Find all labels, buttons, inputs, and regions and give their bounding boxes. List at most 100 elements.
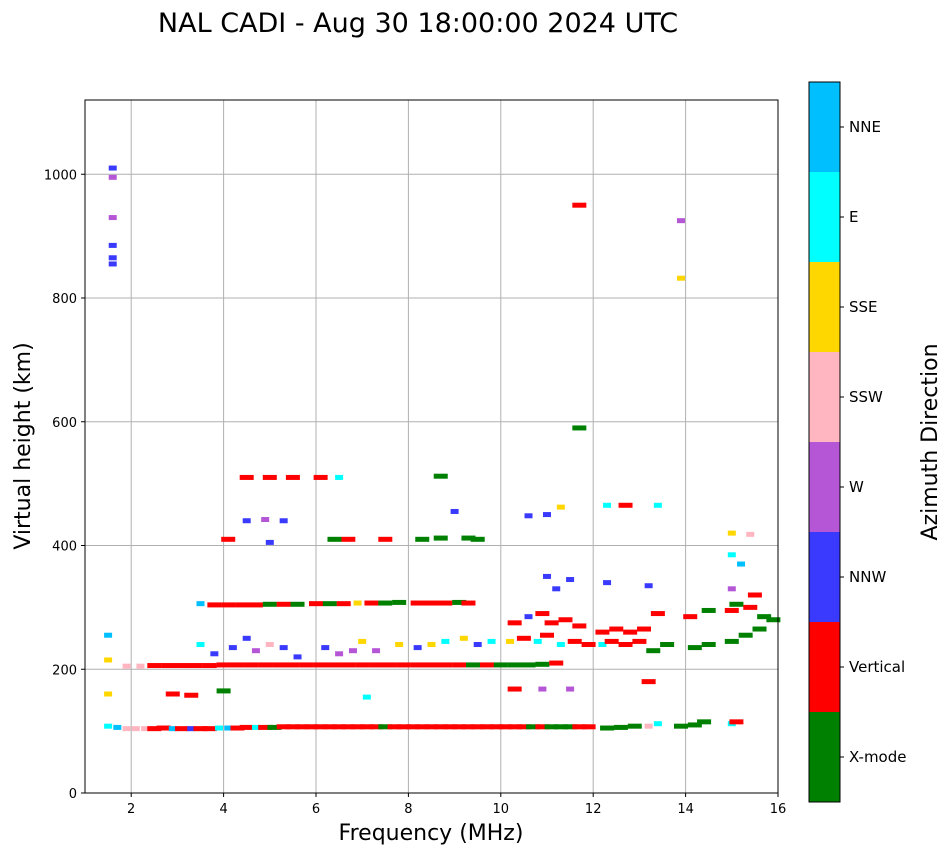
echo-point bbox=[540, 632, 554, 638]
echo-point bbox=[727, 552, 736, 558]
echo-point bbox=[395, 642, 404, 647]
colorbar-segment bbox=[809, 172, 840, 262]
echo-point bbox=[553, 724, 568, 730]
colorbar-label: W bbox=[849, 478, 864, 496]
echo-point bbox=[558, 617, 573, 623]
colorbar-segment bbox=[809, 622, 840, 712]
echo-point bbox=[737, 561, 746, 567]
echo-point bbox=[535, 611, 550, 617]
echo-point bbox=[387, 724, 402, 730]
echo-point bbox=[196, 601, 205, 607]
echo-point bbox=[228, 645, 237, 651]
colorbar-segment bbox=[809, 82, 840, 172]
echo-point bbox=[701, 607, 716, 613]
echo-point bbox=[242, 635, 251, 641]
echo-point bbox=[335, 474, 344, 480]
echo-point bbox=[609, 626, 624, 632]
echo-point bbox=[747, 592, 762, 598]
echo-point bbox=[193, 726, 208, 732]
colorbar-label: Vertical bbox=[849, 658, 905, 676]
echo-point bbox=[646, 648, 661, 654]
echo-point bbox=[752, 626, 767, 632]
echo-point bbox=[470, 724, 485, 730]
echo-point bbox=[452, 662, 467, 668]
echo-point bbox=[258, 724, 273, 730]
echo-point bbox=[567, 638, 582, 644]
echo-point bbox=[108, 165, 117, 171]
echo-point bbox=[261, 517, 270, 523]
echo-point bbox=[466, 662, 481, 668]
echo-point bbox=[251, 724, 260, 730]
echo-point bbox=[676, 275, 685, 281]
echo-point bbox=[113, 724, 122, 730]
echo-point bbox=[147, 663, 162, 669]
echo-point bbox=[701, 642, 716, 647]
echo-point bbox=[653, 502, 662, 508]
echo-point bbox=[727, 530, 736, 536]
echo-point bbox=[244, 662, 259, 668]
colorbar-segment bbox=[809, 442, 840, 532]
echo-point bbox=[221, 602, 236, 608]
echo-point bbox=[378, 724, 393, 730]
echo-point bbox=[309, 601, 323, 607]
echo-point bbox=[627, 723, 642, 729]
echo-point bbox=[479, 662, 494, 668]
y-tick-label: 0 bbox=[69, 787, 77, 802]
echo-point bbox=[279, 518, 288, 524]
echo-point bbox=[729, 601, 744, 607]
echo-point bbox=[535, 724, 550, 730]
echo-point bbox=[285, 474, 300, 480]
echo-point bbox=[108, 255, 117, 261]
echo-point bbox=[406, 724, 421, 730]
echo-point bbox=[293, 654, 302, 660]
echo-point bbox=[724, 607, 739, 613]
echo-point bbox=[327, 536, 342, 542]
echo-point bbox=[341, 724, 356, 730]
echo-point bbox=[498, 724, 513, 730]
echo-point bbox=[396, 662, 411, 668]
echo-point bbox=[202, 726, 217, 732]
echo-point bbox=[507, 724, 522, 730]
echo-point bbox=[743, 604, 758, 610]
echo-point bbox=[535, 661, 550, 667]
echo-point bbox=[108, 261, 117, 267]
chart-title: NAL CADI - Aug 30 18:00:00 2024 UTC bbox=[158, 8, 678, 39]
echo-point bbox=[313, 474, 328, 480]
echo-point bbox=[382, 662, 397, 668]
echo-point bbox=[603, 502, 612, 508]
echo-point bbox=[165, 691, 180, 697]
echo-point bbox=[304, 724, 319, 730]
echo-point bbox=[161, 663, 176, 669]
echo-point bbox=[322, 724, 337, 730]
echo-point bbox=[450, 508, 459, 514]
echo-point bbox=[687, 645, 702, 651]
echo-point bbox=[348, 648, 357, 654]
echo-point bbox=[727, 586, 736, 592]
echo-point bbox=[581, 724, 596, 730]
echo-point bbox=[489, 724, 504, 730]
echo-point bbox=[461, 724, 476, 730]
echo-point bbox=[216, 662, 231, 668]
colorbar-segment bbox=[809, 532, 840, 622]
echo-point bbox=[276, 601, 291, 607]
echo-point bbox=[738, 632, 753, 638]
echo-point bbox=[687, 722, 702, 728]
echo-point bbox=[526, 724, 541, 730]
echo-point bbox=[566, 686, 575, 692]
echo-point bbox=[196, 642, 205, 647]
echo-point bbox=[156, 725, 171, 731]
echo-point bbox=[321, 645, 330, 651]
x-axis-label: Frequency (MHz) bbox=[339, 821, 524, 846]
echo-point bbox=[441, 638, 450, 644]
echo-point bbox=[757, 614, 772, 620]
echo-point bbox=[369, 724, 384, 730]
echo-point bbox=[746, 531, 755, 537]
echo-point bbox=[572, 425, 587, 431]
echo-point bbox=[442, 724, 457, 730]
colorbar-label: E bbox=[849, 208, 858, 226]
echo-point bbox=[487, 638, 496, 644]
echo-point bbox=[521, 662, 536, 668]
echo-point bbox=[424, 724, 439, 730]
echo-point bbox=[438, 662, 453, 668]
echo-point bbox=[613, 724, 628, 730]
